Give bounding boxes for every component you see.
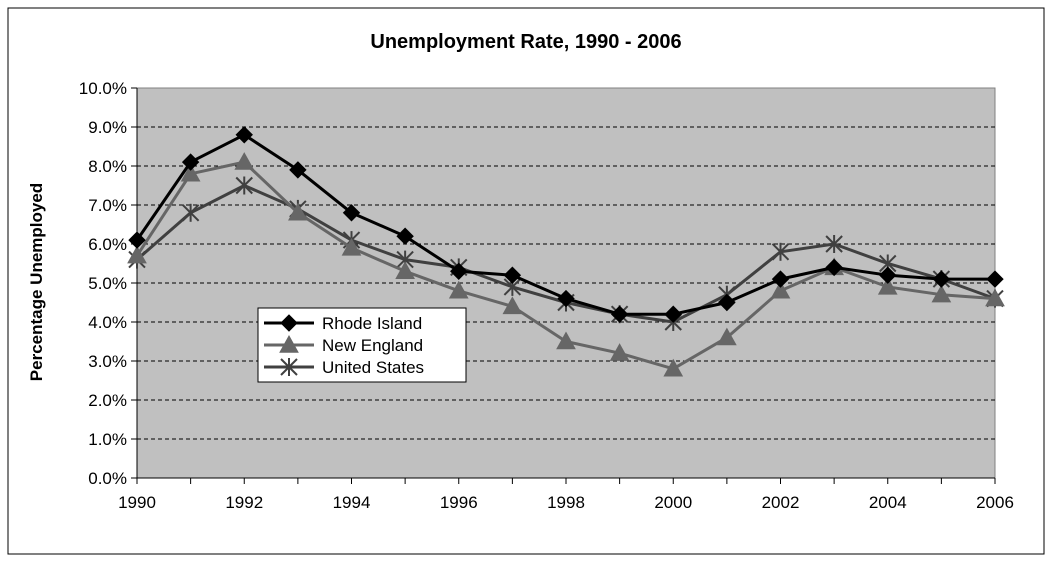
data-point-new-england: [663, 358, 684, 377]
data-point-new-england: [931, 284, 952, 303]
data-point-rhode-island: [610, 305, 629, 323]
data-point-new-england: [448, 280, 469, 299]
legend-entry: New England: [264, 334, 423, 355]
data-point-rhode-island: [450, 262, 468, 281]
data-point-rhode-island: [181, 153, 200, 171]
x-tick-label: 1996: [440, 493, 478, 512]
data-point-new-england: [234, 152, 255, 170]
x-tick-label: 2000: [654, 493, 692, 512]
data-point-rhode-island: [235, 126, 253, 144]
legend-marker: [279, 334, 299, 353]
data-point-new-england: [717, 327, 737, 346]
x-tick-label: 2006: [976, 493, 1014, 512]
series-rhode-island: [128, 126, 1004, 323]
data-point-rhode-island: [771, 270, 790, 288]
x-tick-label: 2002: [762, 493, 800, 512]
legend-entry: Rhode Island: [264, 314, 422, 333]
axes: 0.0% 1.0% 2.0% 3.0% 4.0% 5.0% 6.0% 7.0% 8.0% 9.0%…: [79, 79, 1014, 512]
legend-label: New England: [322, 336, 423, 355]
data-point-united-states: [825, 235, 843, 253]
data-point-new-england: [127, 245, 147, 264]
series-new-england: [127, 152, 1005, 377]
data-point-united-states: [181, 203, 200, 222]
y-axis-label: Percentage Unemployed: [27, 183, 46, 381]
data-point-new-england: [609, 343, 630, 361]
data-point-new-england: [341, 237, 362, 256]
y-tick-label: 1.0%: [88, 430, 127, 449]
y-tick-label: 4.0%: [88, 313, 127, 332]
data-point-new-england: [556, 331, 576, 350]
data-point-rhode-island: [557, 289, 575, 308]
legend-label: Rhode Island: [322, 314, 422, 333]
legend-entry: United States: [264, 358, 424, 377]
y-tick-label: 0.0%: [88, 469, 127, 488]
y-tick-label: 7.0%: [88, 196, 127, 215]
x-tick-label: 1994: [333, 493, 371, 512]
data-point-rhode-island: [342, 204, 361, 222]
y-tick-label: 8.0%: [88, 157, 127, 176]
data-point-rhode-island: [879, 266, 897, 284]
data-point-rhode-island: [396, 227, 414, 245]
gridlines: [137, 126, 995, 440]
legend-label: United States: [322, 358, 424, 377]
x-tick-label: 1992: [225, 493, 263, 512]
data-point-new-england: [502, 296, 523, 315]
series-lines: [127, 126, 1005, 377]
x-tick-label: 2004: [869, 493, 907, 512]
y-tick-label: 3.0%: [88, 352, 127, 371]
data-point-rhode-island: [289, 161, 307, 179]
y-tick-label: 9.0%: [88, 118, 127, 137]
data-point-rhode-island: [986, 270, 1004, 288]
legend-marker: [280, 314, 298, 332]
data-point-united-states: [771, 242, 790, 261]
data-point-rhode-island: [128, 231, 146, 249]
data-point-new-england: [180, 163, 201, 182]
data-point-rhode-island: [664, 305, 682, 323]
data-point-rhode-island: [503, 266, 522, 284]
x-tick-label: 1998: [547, 493, 585, 512]
data-point-rhode-island: [718, 293, 736, 312]
chart-title: Unemployment Rate, 1990 - 2006: [370, 31, 681, 53]
y-tick-label: 2.0%: [88, 391, 127, 410]
data-point-new-england: [288, 202, 308, 221]
legend: Rhode Island New England United States: [257, 307, 467, 383]
y-tick-label: 10.0%: [79, 79, 127, 98]
data-point-new-england: [877, 276, 898, 295]
data-point-rhode-island: [825, 258, 843, 277]
data-point-new-england: [985, 288, 1005, 307]
legend-marker: [280, 358, 298, 376]
x-tick-label: 1990: [118, 493, 156, 512]
data-point-united-states: [235, 176, 253, 195]
y-tick-label: 6.0%: [88, 235, 127, 254]
data-point-new-england: [770, 280, 791, 299]
data-point-new-england: [395, 261, 415, 279]
y-tick-label: 5.0%: [88, 274, 127, 293]
data-point-rhode-island: [932, 270, 951, 288]
